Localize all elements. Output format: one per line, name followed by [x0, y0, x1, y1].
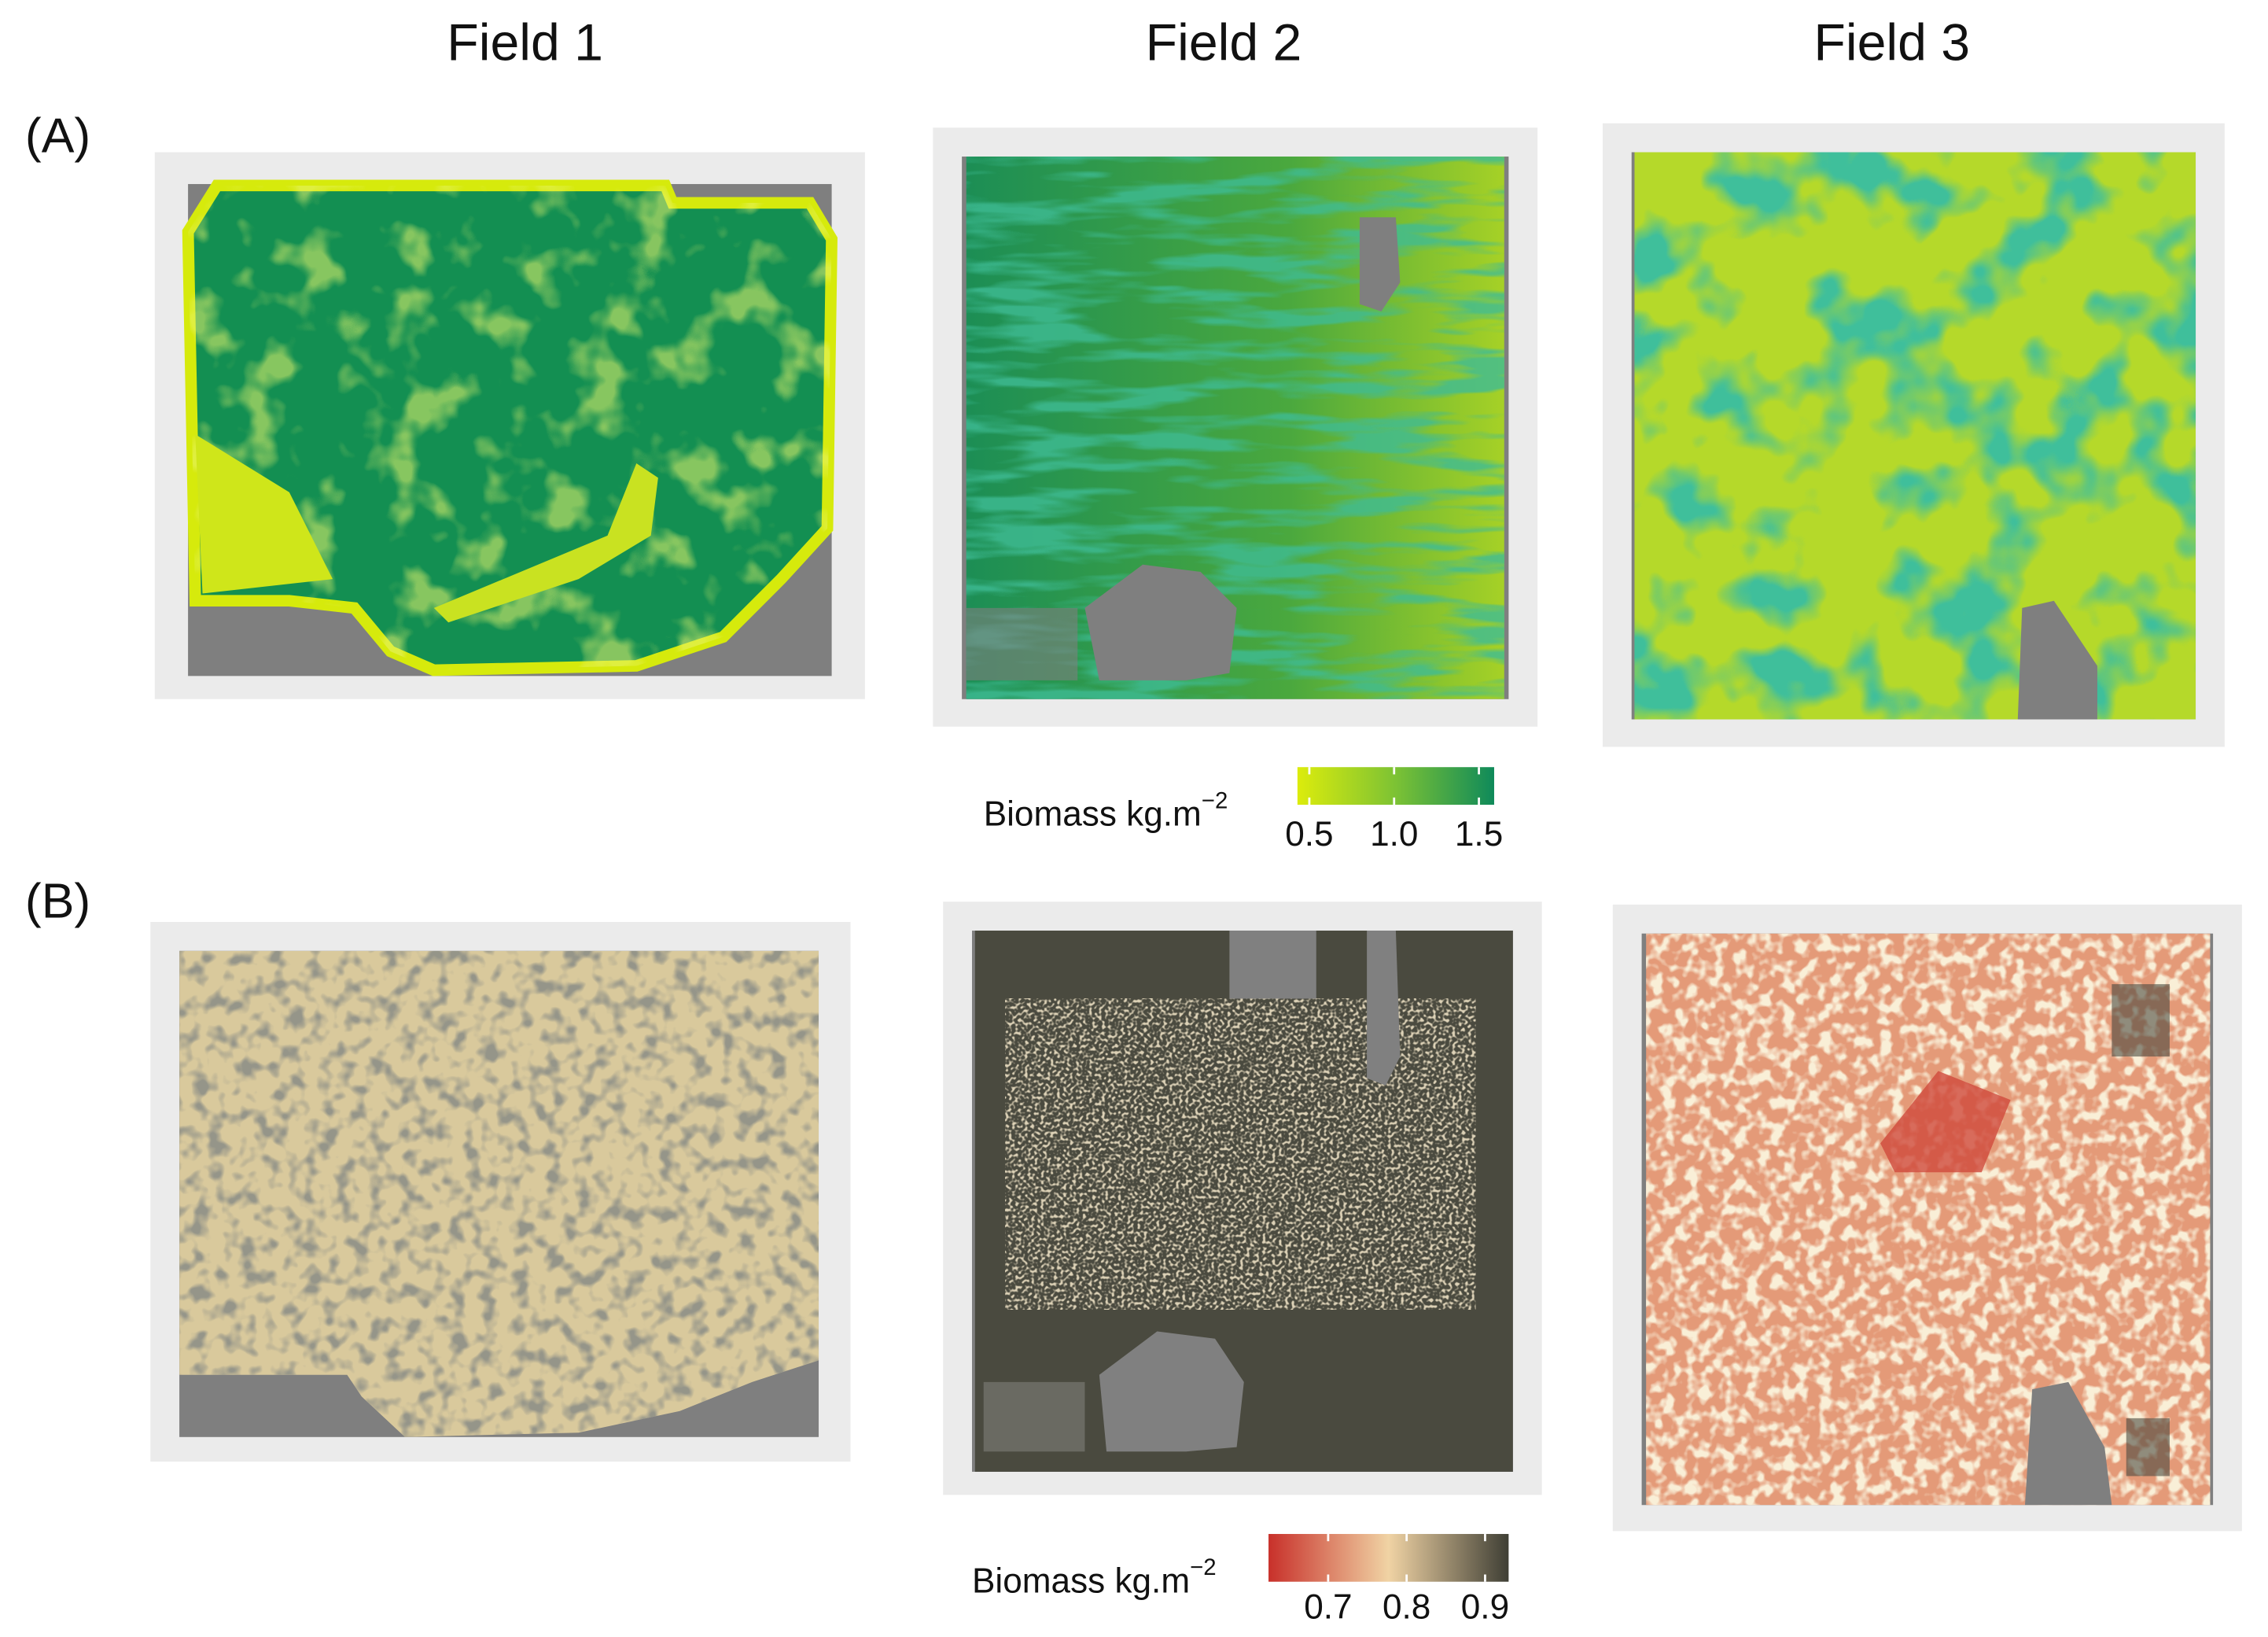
map-panel — [933, 127, 1538, 727]
map-panel — [1612, 904, 2242, 1532]
legend-title: Biomass kg.m−2 — [972, 1554, 1217, 1600]
legend-title-text: Biomass kg.m — [972, 1561, 1190, 1600]
row-label: (A) — [25, 108, 90, 163]
map-panel — [154, 152, 865, 699]
legend-title-exponent: −2 — [1190, 1554, 1217, 1580]
colorbar-tick-label: 1.0 — [1370, 815, 1418, 854]
colorbar-tick-label: 0.5 — [1285, 815, 1333, 854]
legend-title-exponent: −2 — [1202, 787, 1228, 813]
column-title: Field 2 — [1146, 14, 1302, 72]
map-panel — [943, 901, 1542, 1495]
colorbar-tick-label: 1.5 — [1455, 815, 1503, 854]
colorbar — [1297, 767, 1494, 806]
map-panel — [1602, 123, 2225, 747]
row-label: (B) — [25, 873, 90, 928]
map-panel — [150, 922, 851, 1462]
column-title: Field 1 — [447, 14, 603, 72]
legend-title-text: Biomass kg.m — [984, 795, 1202, 833]
legend-title: Biomass kg.m−2 — [984, 787, 1228, 833]
colorbar — [1268, 1534, 1509, 1582]
colorbar-tick-label: 0.8 — [1383, 1587, 1430, 1626]
colorbar-tick-label: 0.7 — [1304, 1587, 1352, 1626]
colorbar-tick-label: 0.9 — [1461, 1587, 1509, 1626]
column-title: Field 3 — [1813, 14, 1970, 72]
